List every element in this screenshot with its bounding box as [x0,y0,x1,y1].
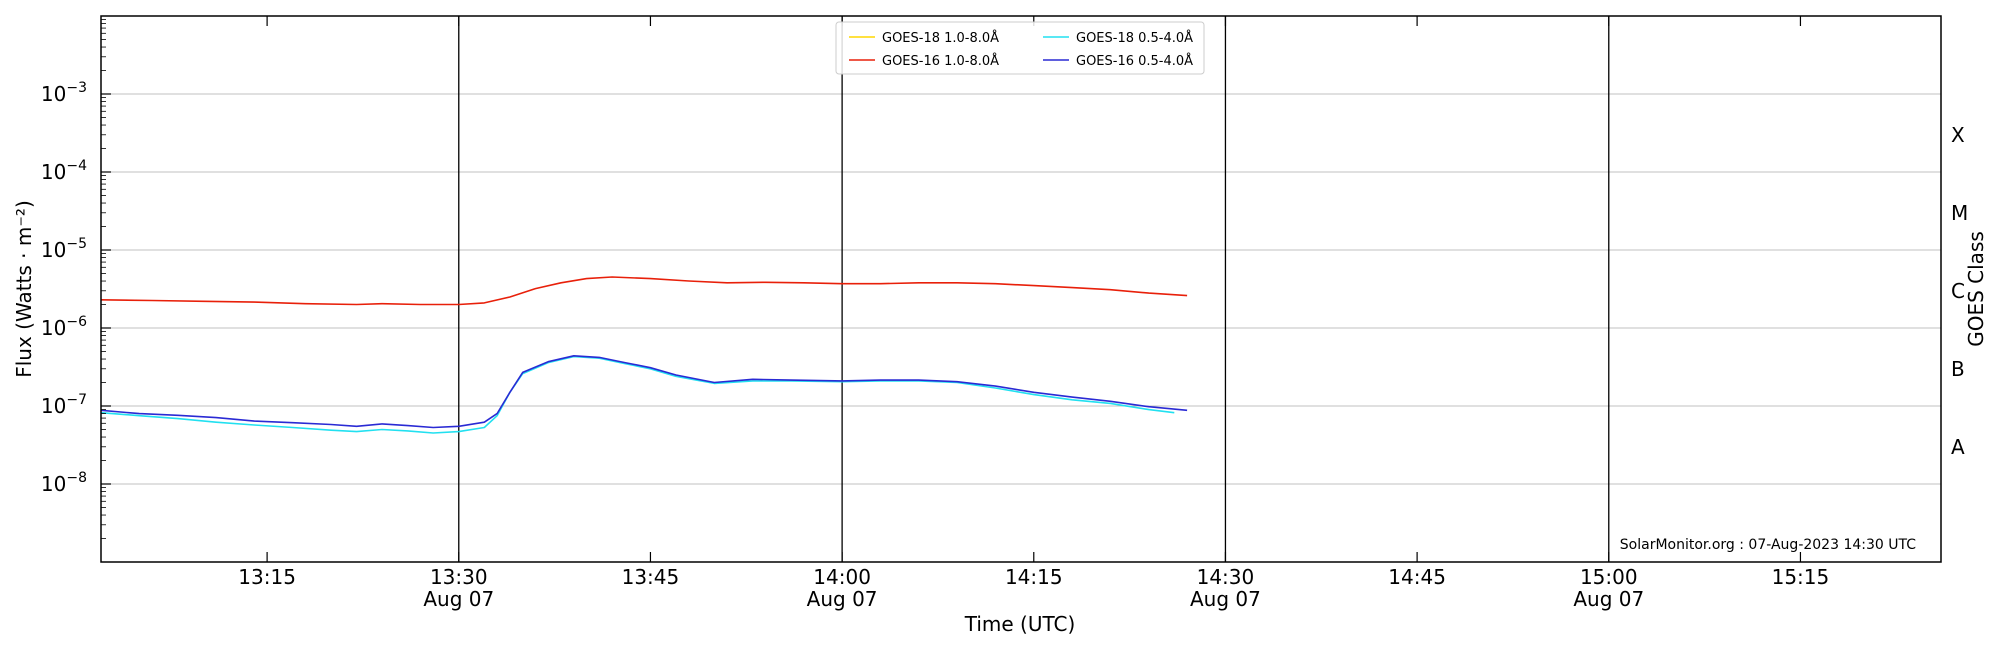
x-tick-date-label: Aug 07 [423,587,494,611]
goes-class-label: A [1951,435,1965,459]
x-tick-label: 13:45 [622,565,680,589]
y-tick-label: 10−5 [41,236,87,262]
x-tick-label: 14:00 [813,565,871,589]
plot-frame [100,15,1942,563]
x-tick-date-label: Aug 07 [1573,587,1644,611]
series-line [100,276,1188,306]
x-tick-label: 13:15 [238,565,296,589]
goes-class-label: C [1951,279,1965,303]
goes-class-label: B [1951,357,1965,381]
y-tick-label: 10−4 [41,158,87,184]
x-tick-label: 15:15 [1772,565,1830,589]
y-tick-label: 10−8 [41,470,87,496]
axis-ticks [101,16,1802,562]
x-tick-label: 14:15 [1005,565,1063,589]
legend-box [835,21,1205,75]
y-tick-label: 10−3 [41,80,87,106]
credit-text: SolarMonitor.org : 07-Aug-2023 14:30 UTC [1620,537,1916,553]
legend: GOES-18 1.0-8.0Å GOES-18 0.5-4.0Å GOES-16 … [835,21,1205,75]
x-tick-date-label: Aug 07 [1190,587,1261,611]
day-marker-lines [458,16,1610,562]
x-axis-title: Time (UTC) [964,612,1076,636]
x-tick-label: 13:30 [430,565,488,589]
series-lines [100,276,1188,434]
goes-class-label: X [1951,123,1965,147]
legend-label: GOES-16 1.0-8.0Å [882,53,999,69]
legend-label: GOES-16 0.5-4.0Å [1076,53,1193,69]
legend-entries: GOES-18 1.0-8.0Å GOES-18 0.5-4.0Å GOES-16 … [849,30,1193,69]
x-tick-label: 15:00 [1580,565,1638,589]
goes-class-label: M [1951,201,1968,225]
right-axis-title: GOES Class [1964,231,1988,347]
y-tick-label: 10−7 [41,392,87,418]
legend-label: GOES-18 0.5-4.0Å [1076,30,1193,46]
series-line [100,355,1188,429]
x-tick-date-label: Aug 07 [807,587,878,611]
grid-lines [101,93,1941,485]
x-tick-label: 14:30 [1197,565,1255,589]
y-tick-label: 10−6 [41,314,87,340]
x-tick-label: 14:45 [1388,565,1446,589]
legend-label: GOES-18 1.0-8.0Å [882,30,999,46]
y-axis-title: Flux (Watts · m⁻²) [12,200,36,378]
